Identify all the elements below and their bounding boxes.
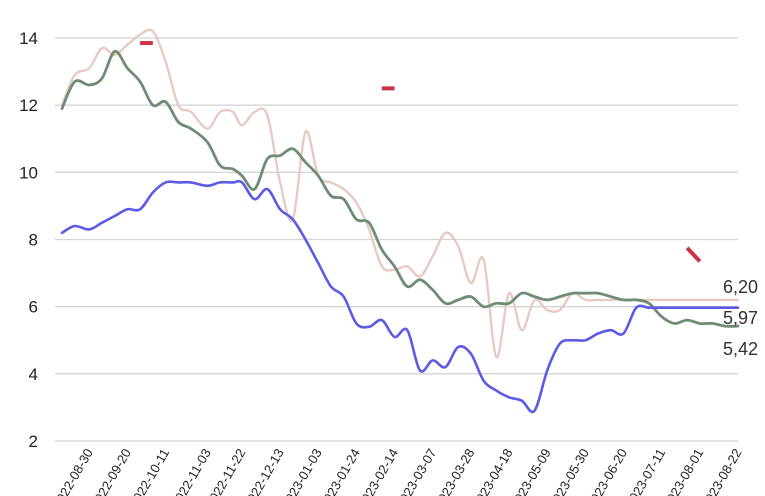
end-value-labels: 6,20 5,97 5,42 <box>723 277 758 359</box>
y-tick-label: 6 <box>29 298 38 317</box>
y-tick-label: 8 <box>29 231 38 250</box>
end-value-label: 5,97 <box>723 308 758 328</box>
x-tick-label: 2022-08-30 <box>50 446 96 496</box>
series-line-2 <box>60 49 740 328</box>
series-line-3 <box>60 179 740 414</box>
y-tick-label: 10 <box>19 163 38 182</box>
x-tick-labels: 2022-08-302022-09-202022-10-112022-11-03… <box>50 446 745 496</box>
marker-3 <box>685 246 702 263</box>
y-tick-label: 14 <box>19 29 38 48</box>
markers <box>140 41 702 263</box>
end-value-label: 5,42 <box>723 339 758 359</box>
y-tick-label: 12 <box>19 96 38 115</box>
y-gridlines <box>55 37 738 442</box>
y-tick-label: 2 <box>29 432 38 451</box>
y-tick-label: 4 <box>29 365 38 384</box>
x-tick-label: 2022-11-03 <box>168 446 214 496</box>
series-lines <box>60 28 740 414</box>
end-value-label: 6,20 <box>723 277 758 297</box>
y-tick-labels: 2 4 6 8 10 12 14 <box>19 29 38 451</box>
